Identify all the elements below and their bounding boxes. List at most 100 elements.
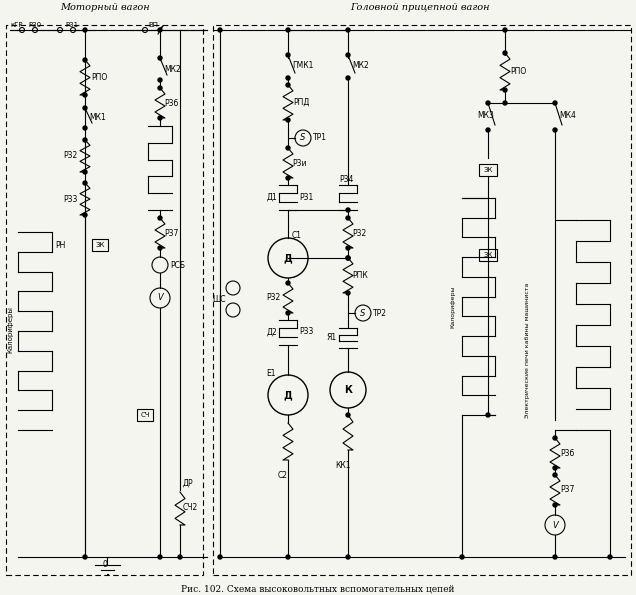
Circle shape xyxy=(346,291,350,295)
Text: Е1: Е1 xyxy=(266,368,275,377)
Circle shape xyxy=(346,216,350,220)
Circle shape xyxy=(608,555,612,559)
Circle shape xyxy=(503,88,507,92)
Text: Р3и: Р3и xyxy=(292,158,307,168)
Circle shape xyxy=(83,555,87,559)
Text: КК1: КК1 xyxy=(335,461,350,469)
Circle shape xyxy=(83,58,87,62)
Text: Р3б: Р3б xyxy=(560,449,574,458)
Text: V: V xyxy=(157,293,163,302)
Circle shape xyxy=(503,28,507,32)
Text: Калориферы: Калориферы xyxy=(450,286,455,328)
Circle shape xyxy=(158,78,162,82)
Text: Р32: Р32 xyxy=(352,228,366,237)
Text: ШС: ШС xyxy=(212,295,226,303)
Bar xyxy=(137,409,153,421)
Text: МК1: МК1 xyxy=(89,114,106,123)
Circle shape xyxy=(83,170,87,174)
Text: РН: РН xyxy=(55,240,66,249)
Text: Р32: Р32 xyxy=(266,293,280,302)
Text: ЗК: ЗК xyxy=(483,167,493,173)
Circle shape xyxy=(158,28,162,32)
Circle shape xyxy=(553,555,557,559)
Circle shape xyxy=(158,86,162,90)
Text: СЧ: СЧ xyxy=(140,412,150,418)
Circle shape xyxy=(346,53,350,57)
Circle shape xyxy=(346,246,350,250)
Text: РСБ: РСБ xyxy=(170,261,185,270)
Circle shape xyxy=(553,436,557,440)
Circle shape xyxy=(460,555,464,559)
Text: К: К xyxy=(344,385,352,395)
Text: ТР2: ТР2 xyxy=(373,308,387,318)
Text: Калориферы: Калориферы xyxy=(7,306,13,353)
Text: ДР: ДР xyxy=(183,478,193,487)
Text: Р37: Р37 xyxy=(164,228,178,237)
Circle shape xyxy=(83,126,87,130)
Text: С1: С1 xyxy=(292,231,302,240)
Circle shape xyxy=(158,56,162,60)
Text: S: S xyxy=(300,133,306,142)
Circle shape xyxy=(346,208,350,212)
Circle shape xyxy=(486,101,490,105)
Circle shape xyxy=(503,51,507,55)
Circle shape xyxy=(218,28,222,32)
Text: 0: 0 xyxy=(102,560,107,569)
Circle shape xyxy=(83,106,87,110)
Bar xyxy=(92,239,108,251)
Circle shape xyxy=(553,473,557,477)
Bar xyxy=(6,25,203,575)
Circle shape xyxy=(218,555,222,559)
Circle shape xyxy=(83,93,87,97)
Text: Р32: Р32 xyxy=(63,152,77,161)
Circle shape xyxy=(158,246,162,250)
Circle shape xyxy=(553,503,557,507)
Text: ГМК1: ГМК1 xyxy=(292,61,314,70)
Circle shape xyxy=(486,413,490,417)
Text: V: V xyxy=(552,521,558,530)
Circle shape xyxy=(286,146,290,150)
Circle shape xyxy=(346,256,350,260)
Circle shape xyxy=(178,555,182,559)
Circle shape xyxy=(286,176,290,180)
Text: МК2: МК2 xyxy=(352,61,369,70)
Circle shape xyxy=(286,28,290,32)
Circle shape xyxy=(346,76,350,80)
Text: Я1: Я1 xyxy=(327,334,337,343)
Text: РПО: РПО xyxy=(91,73,107,82)
Circle shape xyxy=(286,281,290,285)
Circle shape xyxy=(158,216,162,220)
Circle shape xyxy=(553,128,557,132)
Text: Р33: Р33 xyxy=(63,195,78,203)
Circle shape xyxy=(158,555,162,559)
Circle shape xyxy=(158,116,162,120)
Bar xyxy=(479,164,497,176)
Text: МК3: МК3 xyxy=(478,111,494,121)
Text: ЗК: ЗК xyxy=(95,242,105,248)
Circle shape xyxy=(286,83,290,87)
Circle shape xyxy=(346,28,350,32)
Circle shape xyxy=(553,466,557,470)
Circle shape xyxy=(286,311,290,315)
Text: С2: С2 xyxy=(278,471,288,480)
Text: Р34: Р34 xyxy=(339,176,353,184)
Text: Д2: Д2 xyxy=(266,327,277,337)
Circle shape xyxy=(486,128,490,132)
Text: Р30: Р30 xyxy=(28,22,41,28)
Text: Д1: Д1 xyxy=(266,193,277,202)
Text: Д: Д xyxy=(284,253,293,263)
Text: СЧ2: СЧ2 xyxy=(183,503,198,512)
Circle shape xyxy=(346,555,350,559)
Text: Р31: Р31 xyxy=(299,193,314,202)
Text: МК2: МК2 xyxy=(164,64,181,74)
Circle shape xyxy=(503,101,507,105)
Circle shape xyxy=(346,413,350,417)
Text: Электрические печи кабины машиниста: Электрические печи кабины машиниста xyxy=(525,282,530,418)
Bar xyxy=(213,25,631,575)
Text: Р33: Р33 xyxy=(299,327,314,337)
Text: Рис. 102. Схема высоковольтных вспомогательных цепей: Рис. 102. Схема высоковольтных вспомогат… xyxy=(181,584,455,593)
Circle shape xyxy=(83,138,87,142)
Text: Р37: Р37 xyxy=(560,486,574,494)
Circle shape xyxy=(553,101,557,105)
Text: РПО: РПО xyxy=(510,67,526,76)
